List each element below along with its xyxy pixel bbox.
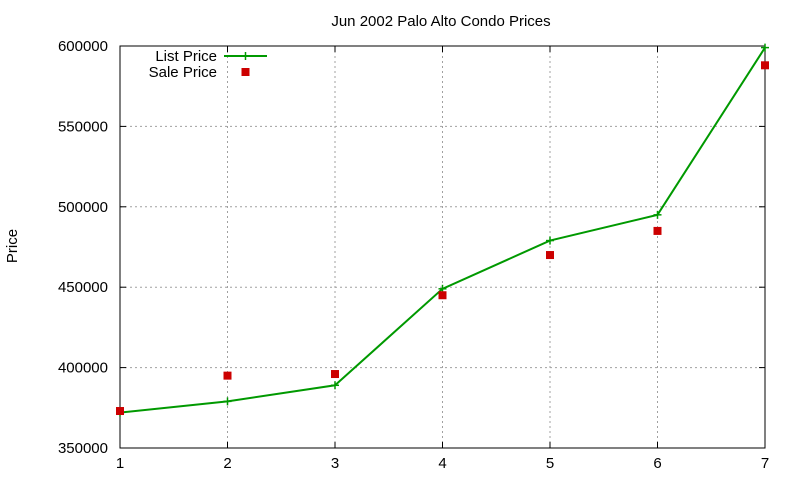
sale-price-point [223, 371, 232, 380]
y-tick-label: 350000 [58, 440, 108, 457]
list-price-point [331, 381, 339, 390]
sale-price-series [116, 61, 769, 416]
series-group [116, 43, 769, 417]
sale-price-point [438, 291, 447, 300]
grid [120, 46, 765, 448]
y-tick-label: 500000 [58, 199, 108, 216]
y-axis-label: Price [4, 229, 21, 263]
x-tick-label: 3 [331, 455, 339, 472]
list-price-series [116, 43, 769, 417]
sale-price-point [116, 407, 124, 416]
list-price-point [761, 43, 769, 52]
legend-label-sale-price: Sale Price [149, 64, 217, 81]
chart-title: Jun 2002 Palo Alto Condo Prices [331, 13, 550, 30]
legend-marker-sale-price [241, 68, 250, 76]
x-tick-label: 5 [546, 455, 554, 472]
y-tick-label: 600000 [58, 38, 108, 55]
x-tick-label: 4 [438, 455, 446, 472]
axis-ticks: 350000 400000 450000 500000 550000 600000 1 2 3 4… [58, 38, 769, 472]
y-tick-label: 550000 [58, 118, 108, 135]
list-price-point [223, 397, 232, 406]
sale-price-point [331, 370, 339, 379]
y-tick-label: 450000 [58, 279, 108, 296]
x-tick-label: 1 [116, 455, 124, 472]
legend-marker-list-price [241, 52, 250, 60]
sale-price-point [653, 226, 662, 235]
x-tick-label: 6 [653, 455, 661, 472]
x-tick-label: 7 [761, 455, 769, 472]
sale-price-point [761, 61, 769, 70]
list-price-point [546, 236, 554, 245]
legend-label-list-price: List Price [155, 48, 217, 65]
list-price-point [653, 210, 662, 219]
x-tick-label: 2 [223, 455, 231, 472]
sale-price-point [546, 251, 554, 260]
y-tick-label: 400000 [58, 360, 108, 377]
